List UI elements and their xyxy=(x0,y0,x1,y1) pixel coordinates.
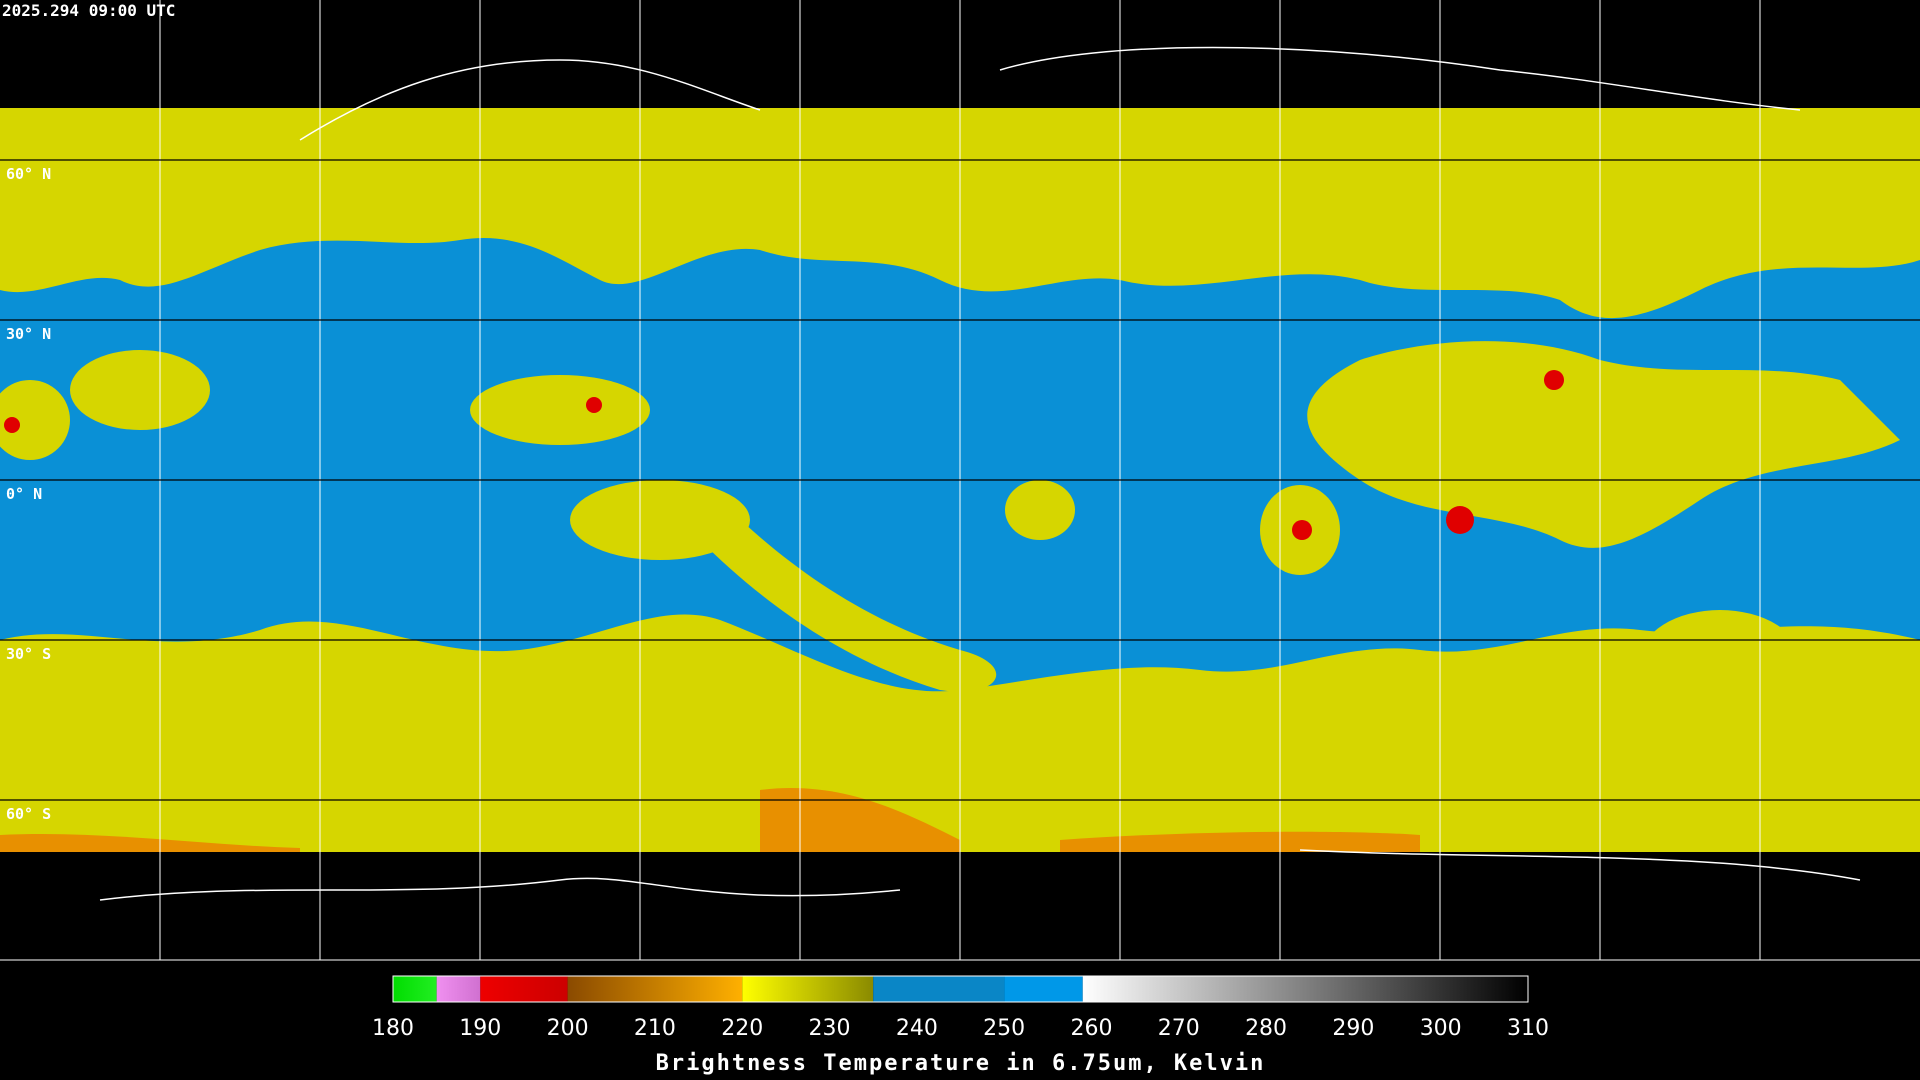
colorbar-tick-label: 250 xyxy=(983,1016,1025,1041)
colorbar-tick-label: 200 xyxy=(547,1016,589,1041)
colorbar-tick-label: 300 xyxy=(1420,1016,1462,1041)
timestamp: 2025.294 09:00 UTC xyxy=(2,1,175,20)
moist-air xyxy=(1005,480,1075,540)
colorbar-tick-label: 220 xyxy=(721,1016,763,1041)
colorbar-tick-label: 310 xyxy=(1507,1016,1549,1041)
convection xyxy=(4,417,20,433)
latitude-label: 0° N xyxy=(6,485,42,503)
colorbar-tick-label: 180 xyxy=(372,1016,414,1041)
colorbar-tick-label: 270 xyxy=(1158,1016,1200,1041)
convection xyxy=(1446,506,1474,534)
coastline xyxy=(99,46,1861,901)
colorbar-segment xyxy=(393,976,437,1002)
colorbar-tick-label: 240 xyxy=(896,1016,938,1041)
moist-air xyxy=(1307,341,1900,548)
colorbar-tick-label: 230 xyxy=(809,1016,851,1041)
colorbar-frame xyxy=(392,975,1529,1003)
colorbar-tick-label: 190 xyxy=(459,1016,501,1041)
colorbar-segment xyxy=(480,976,568,1002)
moist-air xyxy=(570,480,750,560)
colorbar-segment xyxy=(1082,976,1528,1002)
colorbar-title: Brightness Temperature in 6.75um, Kelvin xyxy=(656,1051,1266,1076)
cold-air xyxy=(0,831,1420,852)
colorbar-tick-label: 290 xyxy=(1332,1016,1374,1041)
colorbar-segment xyxy=(873,976,1005,1002)
moist-air xyxy=(700,500,997,692)
moist-air xyxy=(470,375,650,445)
convection xyxy=(586,397,602,413)
colorbar-segment xyxy=(436,976,481,1002)
colorbar-tick-label: 210 xyxy=(634,1016,676,1041)
latitude-label: 30° N xyxy=(6,325,51,343)
moist-air xyxy=(70,350,210,430)
colorbar-segment xyxy=(1004,976,1083,1002)
convection xyxy=(1544,370,1564,390)
latitude-label: 60° S xyxy=(6,805,51,823)
colorbar-tick-label: 280 xyxy=(1245,1016,1287,1041)
colorbar-segment xyxy=(742,976,874,1002)
convection xyxy=(1292,520,1312,540)
moist-air xyxy=(1640,610,1800,710)
moist-air xyxy=(0,380,70,460)
cold-air xyxy=(760,788,960,852)
colorbar-tick-label: 260 xyxy=(1070,1016,1112,1041)
latitude-label: 60° N xyxy=(6,165,51,183)
graticule xyxy=(0,0,1920,961)
colorbar-segment xyxy=(567,976,743,1002)
latitude-label: 30° S xyxy=(6,645,51,663)
